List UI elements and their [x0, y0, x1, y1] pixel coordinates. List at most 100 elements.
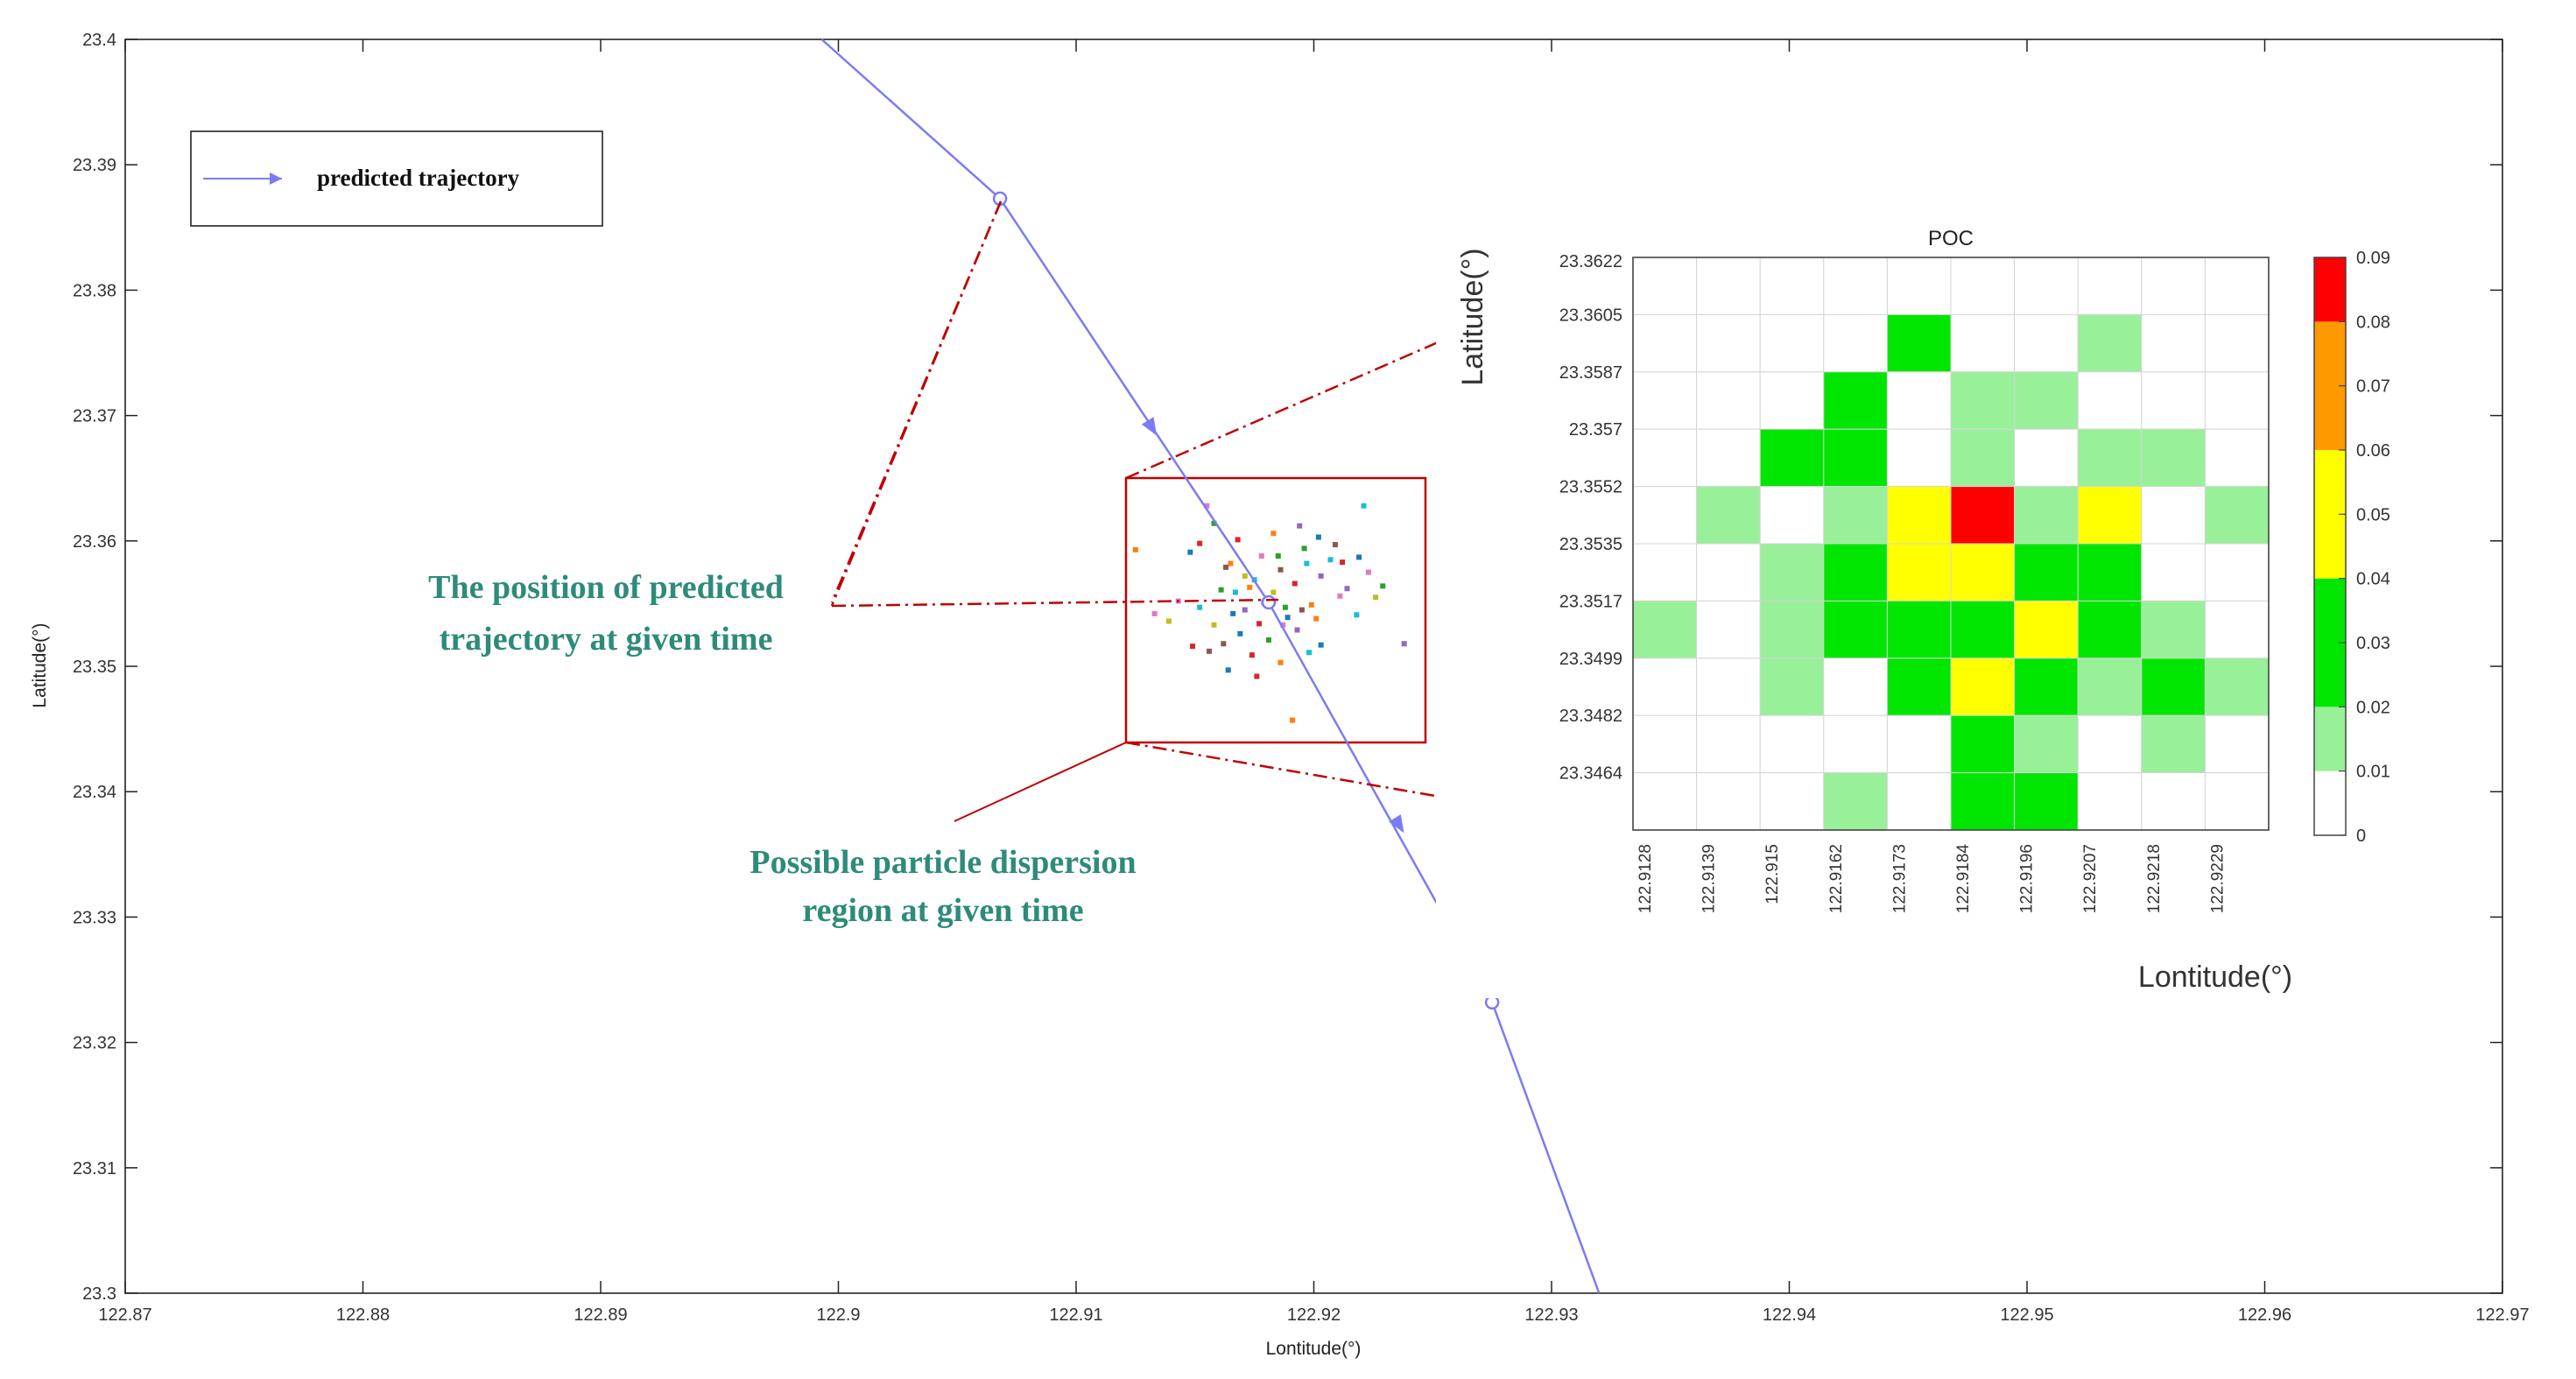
heatmap-y-tick-label: 23.3482 [1559, 707, 1622, 726]
heatmap-y-ticks: 23.3622 23.3605 23.3587 23.357 23.3552 23.353… [1559, 252, 1622, 784]
colorbar-frame [2313, 257, 2347, 836]
annotation-position-line-2: trajectory at given time [440, 621, 773, 658]
heatmap-title: POC [1928, 227, 1974, 250]
heatmap-cell [1823, 543, 1888, 602]
particle-point [1237, 630, 1243, 637]
connector-region-to-heatmap-top [1125, 256, 1634, 480]
legend-label: predicted trajectory [317, 165, 520, 191]
heatmap-y-tick-label: 23.357 [1569, 420, 1622, 440]
particle-point [1270, 531, 1277, 537]
colorbar-band [2314, 770, 2346, 835]
main-x-tick-label: 122.91 [1049, 1305, 1102, 1325]
main-y-tick-label: 23.4 [82, 31, 116, 50]
heatmap-cell [1823, 772, 1888, 831]
main-y-tick-label: 23.35 [73, 658, 116, 677]
heatmap-cell [1632, 313, 1698, 373]
particle-point [1187, 549, 1193, 555]
heatmap-cell [1823, 714, 1888, 774]
particle-point [1344, 586, 1350, 592]
heatmap-cell [1632, 257, 1698, 315]
heatmap-cell [2077, 714, 2143, 774]
colorbar-tick-label: 0.01 [2356, 763, 2390, 782]
main-y-tick-label: 23.31 [73, 1159, 116, 1178]
heatmap-cell [2204, 658, 2270, 716]
heatmap-cell [2141, 714, 2206, 774]
particle-point [1297, 523, 1303, 529]
heatmap-cell [2141, 428, 2206, 488]
connector-marker-to-label-bottom [830, 201, 1003, 607]
particle-point [1204, 503, 1210, 509]
heatmap-cell [1886, 658, 1952, 716]
heatmap-cells [1632, 257, 2270, 831]
particle-point [1265, 637, 1271, 643]
heatmap-cell [2204, 714, 2270, 774]
heatmap-cell [2077, 257, 2143, 315]
heatmap-cell [1823, 658, 1888, 716]
main-y-tick-label: 23.3 [82, 1284, 116, 1304]
main-x-tick-label: 122.88 [336, 1305, 390, 1325]
annotation-region-line-2: region at given time [802, 892, 1083, 929]
particle-point [1249, 652, 1255, 658]
particle-point [1275, 552, 1281, 559]
particle-point [1190, 644, 1196, 650]
heatmap-cell [2077, 486, 2143, 545]
heatmap-cell [1886, 257, 1952, 315]
heatmap-cell [2014, 486, 2079, 545]
heatmap-cell [2014, 658, 2079, 716]
heatmap-cell [2204, 600, 2270, 659]
heatmap-cell [1950, 543, 2016, 602]
colorbar-tick-label: 0.05 [2356, 505, 2390, 524]
heatmap-cell [1886, 600, 1952, 659]
particle-point [1294, 627, 1300, 633]
particle-point [1165, 618, 1172, 624]
trajectory-series [820, 39, 1601, 1294]
heatmap-cell [2141, 600, 2206, 659]
trajectory-marker [1261, 595, 1277, 610]
colorbar-tick-label: 0.06 [2356, 441, 2390, 461]
annotation-region-bg [700, 832, 1182, 935]
particle-point [1151, 610, 1158, 616]
heatmap-cell [1632, 658, 1698, 716]
heatmap-cell [2141, 257, 2206, 315]
heatmap-cell [1759, 486, 1825, 545]
particle-point [1228, 560, 1234, 566]
heatmap-cell [1759, 772, 1825, 831]
colorbar-band [2314, 257, 2346, 322]
heatmap-cell [2204, 772, 2270, 831]
colorbar-tick-label: 0.09 [2356, 249, 2390, 268]
heatmap-y-tick-label: 23.3605 [1559, 306, 1622, 325]
heatmap-x-axis-label: Lontitude(°) [2138, 960, 2292, 994]
heatmap-y-tick-label: 23.3517 [1559, 592, 1622, 611]
main-x-tick-label: 122.89 [574, 1305, 627, 1325]
heatmap-cell [1632, 486, 1698, 545]
heatmap-cell [1759, 371, 1825, 430]
trajectory-arrow-icon [1389, 814, 1404, 834]
heatmap-cell [1950, 772, 2016, 831]
heatmap-x-tick-label: 122.9128 [1636, 844, 1655, 913]
heatmap-x-tick-label: 122.9196 [2018, 844, 2037, 913]
heatmap-cell [2077, 658, 2143, 716]
legend: predicted trajectory [190, 130, 603, 227]
heatmap-cell [1696, 600, 1761, 659]
heatmap-cell [1823, 428, 1888, 488]
heatmap-cell [1886, 772, 1952, 831]
heatmap-cell [1696, 371, 1761, 430]
heatmap-cell [1696, 714, 1761, 774]
main-y-tick-label: 23.38 [73, 281, 116, 300]
main-y-tick-label: 23.37 [73, 407, 116, 426]
particle-point [1354, 612, 1360, 618]
heatmap-cell [2014, 371, 2079, 430]
heatmap-cell [2204, 371, 2270, 430]
particle-point [1197, 604, 1203, 610]
heatmap-x-tick-label: 122.9139 [1700, 844, 1719, 913]
heatmap-cell [2204, 428, 2270, 488]
particle-point [1223, 564, 1229, 570]
heatmap-cell [2014, 543, 2079, 602]
heatmap-cell [1759, 313, 1825, 373]
heatmap-cell [2141, 543, 2206, 602]
heatmap-cell [1632, 600, 1698, 659]
particle-point [1340, 559, 1346, 566]
heatmap-x-tick-label: 122.9173 [1890, 844, 1909, 913]
heatmap-cell [1632, 543, 1698, 602]
colorbar-tick-label: 0.08 [2356, 313, 2390, 332]
